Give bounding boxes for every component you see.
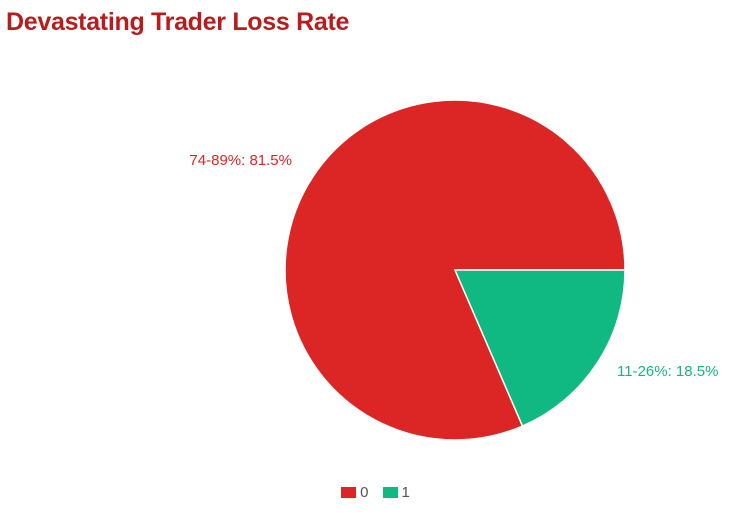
pie-slices — [284, 99, 626, 441]
legend-swatch-0 — [341, 487, 357, 498]
legend-item-1[interactable]: 1 — [382, 484, 410, 501]
legend: 0 1 — [0, 484, 751, 501]
pie-labels: 74-89%: 81.5% 11-26%: 18.5% — [189, 152, 718, 380]
legend-item-0[interactable]: 0 — [341, 484, 369, 501]
pie-label-0: 74-89%: 81.5% — [189, 152, 292, 169]
pie-slice-1[interactable] — [453, 269, 626, 428]
pie-label-1: 11-26%: 18.5% — [617, 363, 718, 380]
legend-swatch-1 — [382, 487, 398, 498]
legend-label-0: 0 — [360, 484, 369, 501]
chart-title: Devastating Trader Loss Rate — [6, 8, 350, 36]
legend-label-1: 1 — [401, 484, 410, 501]
